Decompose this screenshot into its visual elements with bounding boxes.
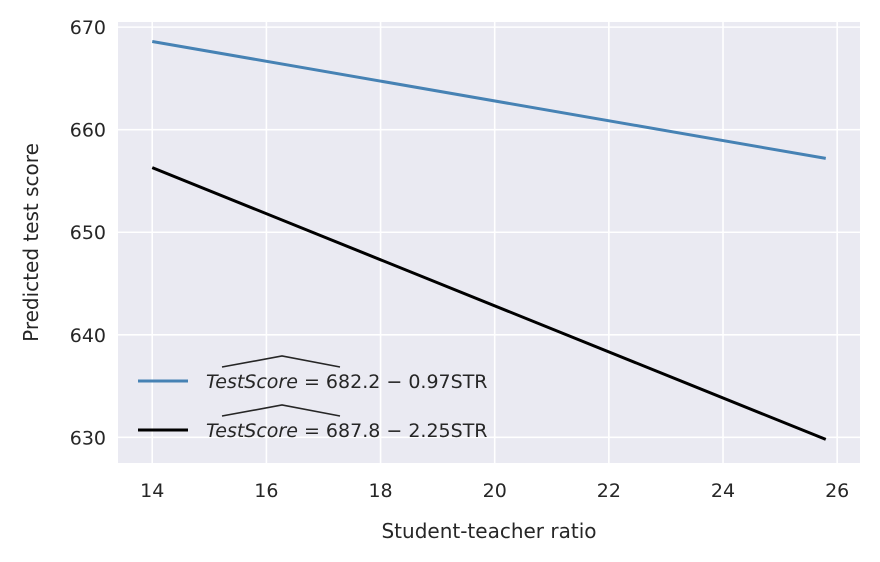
y-tick-labels: 630 640 650 660 670 [70,17,106,449]
x-tick-label: 24 [711,480,735,502]
legend-label: TestScore = 682.2 − 0.97STR [206,371,488,393]
x-axis-label: Student-teacher ratio [381,519,596,543]
legend-label-variable: TestScore [206,420,298,442]
legend-item-2: TestScore = 687.8 − 2.25STR [138,404,488,442]
legend-hat-accent [221,355,341,368]
legend-label-equation: = 687.8 − 2.25STR [298,420,488,442]
x-tick-label: 16 [254,480,278,502]
y-tick-label: 670 [70,17,106,39]
x-tick-label: 22 [597,480,621,502]
plot-area [118,22,860,463]
legend-label: TestScore = 687.8 − 2.25STR [206,420,488,442]
x-tick-labels: 14 16 18 20 22 24 26 [140,480,849,502]
legend-item-1: TestScore = 682.2 − 0.97STR [138,355,488,393]
y-tick-label: 640 [70,325,106,347]
x-tick-label: 20 [483,480,507,502]
legend-label-equation: = 682.2 − 0.97STR [298,371,488,393]
series-lines [151,40,827,441]
x-tick-label: 26 [825,480,849,502]
legend-hat-accent [221,404,341,417]
gridlines [118,22,860,463]
y-tick-label: 660 [70,120,106,142]
x-tick-label: 14 [140,480,164,502]
y-tick-label: 630 [70,427,106,449]
series-line-1 [151,40,827,160]
series-line-2 [151,166,827,441]
y-tick-label: 650 [70,222,106,244]
legend-label-variable: TestScore [206,371,298,393]
y-axis-label: Predicted test score [19,143,43,342]
x-tick-label: 18 [368,480,392,502]
